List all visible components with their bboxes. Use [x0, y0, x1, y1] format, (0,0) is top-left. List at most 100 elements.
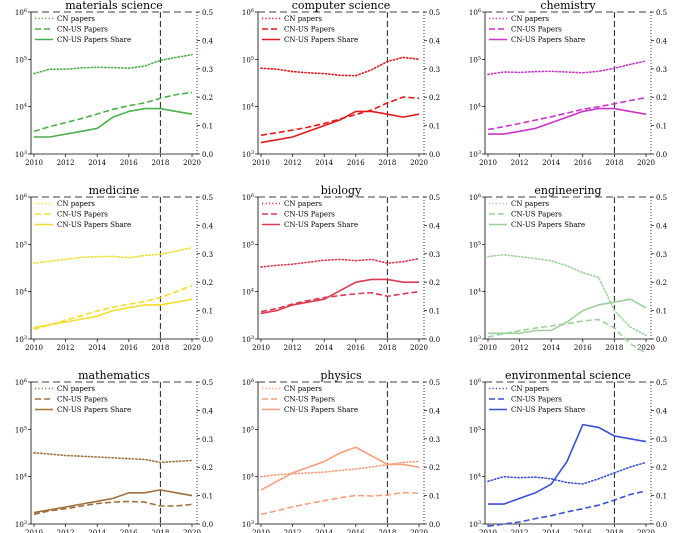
legend-label: CN-US Papers Share	[511, 221, 585, 229]
x-tick-label: 2020	[183, 344, 201, 352]
right-tick-label: 0.2	[656, 94, 667, 102]
x-tick-label: 2010	[252, 529, 270, 533]
right-tick-label: 0.1	[429, 123, 440, 131]
x-tick-label: 2010	[479, 159, 497, 167]
legend-label: CN-US Papers	[57, 396, 108, 404]
x-tick-label: 2016	[574, 529, 592, 533]
x-tick-label: 2010	[479, 529, 497, 533]
legend-label: CN papers	[57, 15, 95, 23]
right-tick-label: 0.5	[202, 379, 213, 387]
x-tick-label: 2010	[25, 529, 43, 533]
x-tick-label: 2018	[605, 529, 623, 533]
left-tick-label: 105	[15, 55, 27, 64]
x-tick-label: 2012	[511, 529, 529, 533]
series-cn-us-papers	[487, 490, 647, 527]
x-tick-label: 2020	[183, 159, 201, 167]
series-cn-us-papers	[260, 290, 420, 313]
legend-label: CN papers	[511, 200, 549, 208]
legend-label: CN-US Papers Share	[284, 406, 358, 414]
x-tick-label: 2020	[637, 159, 655, 167]
x-tick-label: 2012	[57, 159, 75, 167]
right-tick-label: 0.4	[656, 37, 668, 45]
x-tick-label: 2014	[88, 529, 106, 533]
right-tick-label: 0.2	[202, 94, 213, 102]
x-tick-label: 2016	[120, 529, 138, 533]
series-cn-papers	[260, 257, 420, 268]
right-tick-label: 0.3	[656, 66, 667, 74]
left-tick-label: 106	[242, 378, 254, 387]
right-tick-label: 0.3	[656, 251, 667, 259]
right-tick-label: 0.3	[429, 251, 440, 259]
x-tick-label: 2016	[574, 159, 592, 167]
left-tick-label: 106	[469, 378, 481, 387]
right-tick-label: 0.5	[656, 9, 667, 17]
x-tick-label: 2018	[605, 159, 623, 167]
legend-label: CN papers	[57, 200, 95, 208]
x-tick-label: 2012	[57, 529, 75, 533]
panel-chemistry: chemistry 2010 2012 2014 2016 2018 2020 103 104 1…	[469, 0, 668, 167]
panel-physics: physics 2010 2012 2014 2016 2018 2020 103 104 105…	[242, 369, 441, 533]
right-tick-label: 0.4	[656, 222, 668, 230]
series-cn-us-papers-share	[260, 110, 420, 144]
x-tick-label: 2010	[25, 344, 43, 352]
panel-materials-science: materials science 2010 2012 2014 2016 2018 202…	[15, 0, 214, 167]
right-tick-label: 0.4	[429, 37, 441, 45]
right-tick-label: 0.4	[429, 407, 441, 415]
x-tick-label: 2016	[347, 344, 365, 352]
right-tick-label: 0.5	[202, 9, 213, 17]
series-cn-papers	[33, 53, 193, 75]
legend-label: CN-US Papers Share	[57, 221, 131, 229]
legend-label: CN-US Papers Share	[284, 36, 358, 44]
series-cn-us-papers	[33, 91, 193, 133]
x-tick-label: 2020	[637, 344, 655, 352]
legend-label: CN papers	[57, 385, 95, 393]
x-tick-label: 2012	[511, 344, 529, 352]
legend-label: CN papers	[284, 200, 322, 208]
series-cn-us-papers-share	[488, 423, 647, 505]
series-cn-us-papers	[260, 491, 420, 516]
right-tick-label: 0.3	[202, 66, 213, 74]
left-tick-label: 105	[242, 425, 254, 434]
left-tick-label: 103	[15, 150, 27, 159]
x-tick-label: 2010	[479, 344, 497, 352]
left-tick-label: 104	[469, 103, 481, 112]
left-tick-label: 104	[15, 288, 27, 297]
series-cn-us-papers-share	[488, 298, 647, 335]
left-tick-label: 105	[15, 240, 27, 249]
panel-environmental-science: environmental science 2010 2012 2014 2016 201…	[469, 369, 668, 533]
series-cn-papers	[33, 246, 193, 265]
right-tick-label: 0.0	[656, 521, 667, 529]
x-tick-label: 2016	[347, 529, 365, 533]
left-tick-label: 103	[469, 150, 481, 159]
series-cn-us-papers	[260, 96, 420, 136]
legend-label: CN-US Papers	[57, 211, 108, 219]
x-tick-label: 2020	[637, 529, 655, 533]
panel-computer-science: computer science 2010 2012 2014 2016 2018 2020…	[242, 0, 441, 167]
x-tick-label: 2014	[315, 529, 333, 533]
panel-title: computer science	[292, 0, 391, 12]
left-tick-label: 106	[469, 8, 481, 17]
right-tick-label: 0.4	[202, 37, 214, 45]
left-tick-label: 106	[242, 193, 254, 202]
left-tick-label: 105	[469, 425, 481, 434]
right-tick-label: 0.2	[429, 464, 440, 472]
right-tick-label: 0.5	[656, 194, 667, 202]
left-tick-label: 104	[242, 473, 254, 482]
x-tick-label: 2016	[347, 159, 365, 167]
right-tick-label: 0.0	[429, 151, 440, 159]
panel-title: biology	[321, 184, 362, 197]
right-tick-label: 0.1	[656, 493, 667, 501]
left-tick-label: 104	[469, 473, 481, 482]
left-tick-label: 104	[242, 103, 254, 112]
right-tick-label: 0.2	[202, 464, 213, 472]
legend-label: CN-US Papers	[284, 26, 335, 34]
panel-mathematics: mathematics 2010 2012 2014 2016 2018 2020 103 10…	[15, 369, 214, 533]
panel-title: chemistry	[540, 0, 596, 12]
legend-label: CN-US Papers Share	[284, 221, 358, 229]
x-tick-label: 2014	[88, 159, 106, 167]
x-tick-label: 2014	[542, 529, 560, 533]
right-tick-label: 0.2	[202, 279, 213, 287]
x-tick-label: 2018	[151, 159, 169, 167]
x-tick-label: 2010	[252, 344, 270, 352]
